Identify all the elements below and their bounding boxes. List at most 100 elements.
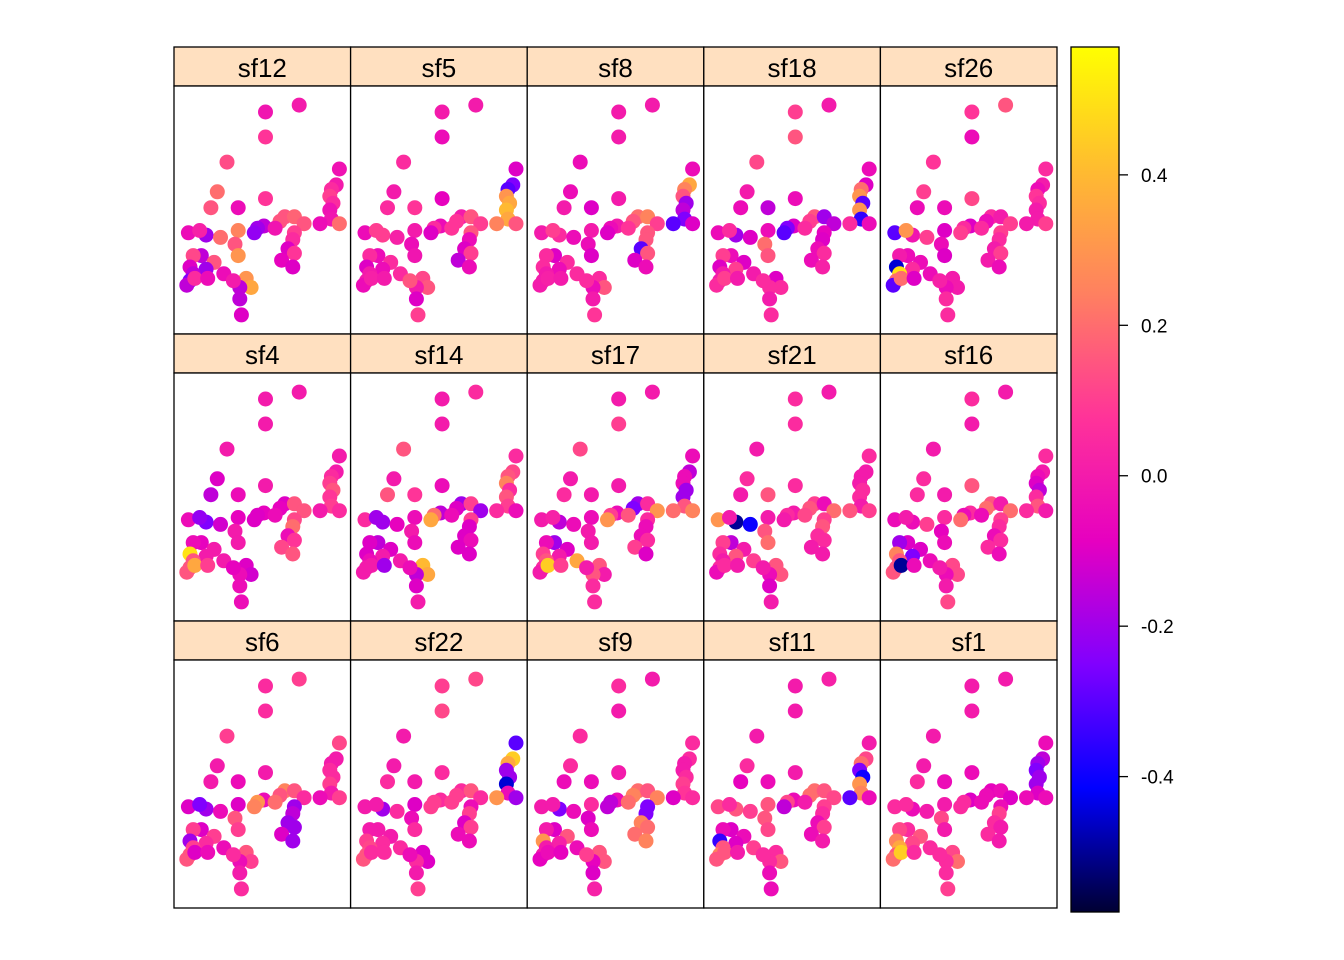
- scatter-point: [821, 384, 837, 400]
- scatter-point: [267, 794, 283, 810]
- scatter-point: [938, 291, 954, 307]
- scatter-point: [331, 216, 347, 232]
- scatter-point: [933, 523, 949, 539]
- scatter-point: [246, 512, 262, 528]
- scatter-point: [407, 200, 423, 216]
- scatter-point: [842, 790, 858, 806]
- scatter-point: [909, 774, 925, 790]
- scatter-point: [620, 507, 636, 523]
- scatter-point: [213, 516, 228, 532]
- scatter-point: [227, 810, 243, 826]
- scatter-point: [463, 245, 479, 261]
- scatter-point: [219, 154, 235, 170]
- scatter-point: [763, 594, 779, 610]
- scatter-point: [826, 216, 842, 232]
- scatter-point: [909, 487, 925, 503]
- scatter-point: [938, 865, 954, 881]
- scatter-point: [258, 129, 273, 145]
- scatter-point: [583, 200, 599, 216]
- scatter-point: [787, 703, 803, 719]
- scatter-point: [386, 471, 402, 487]
- scatter-point: [993, 245, 1009, 261]
- scatter-point: [423, 799, 439, 815]
- scatter-point: [291, 97, 307, 113]
- scatter-point: [580, 810, 596, 826]
- scatter-point: [192, 797, 208, 812]
- scatter-point: [274, 539, 290, 555]
- scatter-point: [583, 487, 599, 503]
- scatter-point: [773, 280, 789, 295]
- scatter-point: [797, 220, 813, 236]
- scatter-point: [407, 248, 423, 264]
- scatter-point: [200, 557, 216, 573]
- scatter-point: [710, 512, 726, 528]
- scatter-point: [296, 790, 312, 806]
- scatter-point: [964, 191, 980, 207]
- scatter-point: [749, 441, 765, 457]
- scatter-point: [893, 844, 909, 860]
- strip-background: [349, 620, 528, 661]
- scatter-point: [508, 503, 524, 519]
- scatter-point: [389, 803, 405, 819]
- scatter-point: [933, 810, 949, 826]
- scatter-point: [258, 678, 273, 694]
- scatter-point: [579, 273, 595, 289]
- scatter-point: [925, 728, 941, 744]
- scatter-point: [463, 819, 479, 835]
- scatter-point: [932, 847, 948, 863]
- scatter-point: [200, 844, 216, 860]
- scatter-point: [376, 557, 392, 573]
- scatter-point: [1003, 790, 1018, 806]
- scatter-point: [572, 441, 588, 457]
- scatter-point: [230, 535, 246, 551]
- scatter-point: [362, 535, 378, 551]
- scatter-point: [258, 416, 273, 432]
- scatter-point: [489, 503, 505, 519]
- scatter-point: [937, 797, 953, 812]
- scatter-point: [722, 223, 737, 238]
- scatter-point: [396, 154, 412, 170]
- scatter-point: [233, 307, 249, 323]
- scatter-point: [489, 790, 505, 806]
- scatter-point: [755, 847, 771, 863]
- scatter-point: [363, 270, 379, 286]
- strip-background: [526, 620, 705, 661]
- panel-plot-area: [349, 659, 528, 909]
- scatter-point: [861, 161, 877, 177]
- scatter-point: [742, 516, 758, 532]
- scatter-point: [420, 280, 436, 295]
- strip-label: sf5: [422, 53, 457, 83]
- scatter-point: [331, 161, 347, 177]
- scatter-point: [937, 248, 953, 264]
- scatter-point: [407, 774, 423, 790]
- strip-label: sf14: [414, 340, 463, 370]
- scatter-point: [787, 678, 803, 694]
- scatter-point: [887, 799, 903, 815]
- scatter-point: [815, 259, 831, 275]
- scatter-point: [180, 225, 196, 241]
- scatter-point: [434, 765, 450, 781]
- scatter-point: [489, 216, 505, 232]
- scatter-point: [286, 532, 302, 548]
- panels: sf12 sf5 sf8 sf18 sf26 sf4 sf14 sf17 sf21 sf16 sf6…: [173, 46, 1058, 909]
- scatter-point: [787, 129, 803, 145]
- scatter-point: [649, 503, 665, 519]
- panel-plot-area: [879, 659, 1058, 909]
- scatter-point: [937, 535, 953, 551]
- scatter-point: [596, 854, 612, 869]
- scatter-point: [585, 865, 601, 881]
- scatter-point: [644, 671, 660, 687]
- scatter-point: [1038, 735, 1054, 751]
- scatter-point: [213, 803, 228, 819]
- scatter-point: [974, 507, 989, 523]
- colorbar-tick-label: -0.2: [1141, 617, 1174, 638]
- scatter-point: [685, 790, 701, 806]
- strip-label: sf21: [768, 340, 817, 370]
- scatter-point: [587, 594, 603, 610]
- scatter-point: [611, 129, 627, 145]
- scatter-point: [1038, 503, 1054, 519]
- scatter-point: [717, 270, 733, 286]
- scatter-point: [230, 774, 246, 790]
- scatter-point: [187, 270, 203, 286]
- colorbar-tick-label: -0.4: [1141, 768, 1174, 789]
